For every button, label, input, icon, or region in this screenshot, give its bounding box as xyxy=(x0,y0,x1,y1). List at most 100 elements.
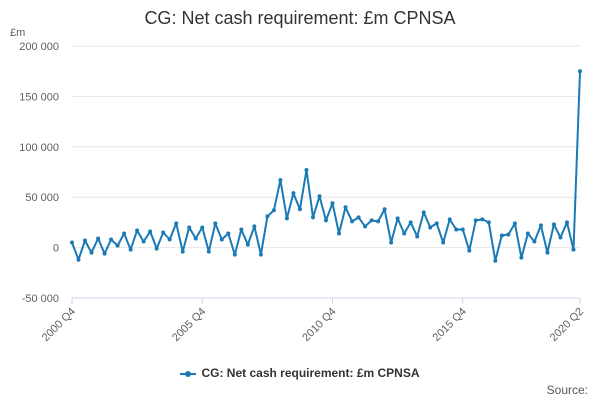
data-point xyxy=(245,242,250,247)
data-point xyxy=(571,247,576,252)
data-point xyxy=(96,236,101,241)
data-point xyxy=(148,229,153,234)
data-point xyxy=(258,252,263,257)
data-point xyxy=(447,217,452,222)
data-point xyxy=(154,246,159,251)
data-point xyxy=(167,237,172,242)
data-point xyxy=(213,221,218,226)
data-point xyxy=(558,235,563,240)
data-point xyxy=(525,231,530,236)
data-point xyxy=(252,224,257,229)
data-point xyxy=(402,231,407,236)
y-axis-unit-label: £m xyxy=(10,27,26,39)
data-point xyxy=(506,232,511,237)
data-point xyxy=(467,248,472,253)
legend-label: CG: Net cash requirement: £m CPNSA xyxy=(201,366,420,380)
data-point xyxy=(109,237,114,242)
data-point xyxy=(141,239,146,244)
data-point xyxy=(480,217,485,222)
data-point xyxy=(76,257,81,262)
x-tick-label: 2020 Q2 xyxy=(548,306,586,344)
data-point xyxy=(486,220,491,225)
y-tick-label: 200 000 xyxy=(19,41,59,53)
data-point xyxy=(232,252,237,257)
data-point xyxy=(304,167,309,172)
data-point xyxy=(376,219,381,224)
y-tick-label: -50 000 xyxy=(22,293,59,305)
data-point xyxy=(135,228,140,233)
x-axis: 2000 Q4 2005 Q4 2010 Q4 2015 Q4 2020 Q2 xyxy=(40,297,586,344)
data-point xyxy=(564,220,569,225)
x-tick-label: 2015 Q4 xyxy=(431,306,469,344)
data-point xyxy=(551,222,556,227)
data-point xyxy=(174,221,179,226)
gridlines xyxy=(72,45,580,299)
legend-line-marker-icon xyxy=(180,370,197,377)
data-point xyxy=(317,194,322,199)
data-point xyxy=(70,240,74,245)
series-group xyxy=(70,69,582,263)
data-point xyxy=(89,250,94,255)
y-tick-label: 0 xyxy=(53,243,59,255)
x-tick-label: 2005 Q4 xyxy=(170,306,208,344)
source-label: Source: xyxy=(546,383,588,397)
y-tick-label: 100 000 xyxy=(19,142,59,154)
data-point xyxy=(297,207,302,212)
data-point xyxy=(200,225,205,230)
data-point xyxy=(128,247,133,252)
data-point xyxy=(350,219,355,224)
data-point xyxy=(356,215,361,220)
data-point xyxy=(493,258,498,263)
data-point xyxy=(363,224,368,229)
data-point xyxy=(239,227,244,232)
data-point xyxy=(102,251,107,256)
data-point xyxy=(278,178,283,183)
x-tick-label: 2000 Q4 xyxy=(40,306,78,344)
data-point xyxy=(219,237,224,242)
data-point xyxy=(187,225,192,230)
data-point xyxy=(115,243,120,248)
data-point xyxy=(161,230,166,235)
data-point xyxy=(265,214,270,219)
data-point xyxy=(408,220,413,225)
data-point xyxy=(193,236,198,241)
data-point xyxy=(83,238,88,243)
data-point xyxy=(460,227,465,232)
data-point xyxy=(382,207,387,212)
y-tick-label: 50 000 xyxy=(25,192,59,204)
chart-title: CG: Net cash requirement: £m CPNSA xyxy=(144,8,456,28)
data-point xyxy=(538,223,543,228)
data-point xyxy=(434,221,439,226)
data-point xyxy=(578,69,582,74)
y-axis-ticks: -50 000 0 50 000 100 000 150 000 200 000 xyxy=(19,41,59,305)
data-point xyxy=(310,215,315,220)
data-point xyxy=(441,240,446,245)
series-line xyxy=(71,71,581,262)
legend-item[interactable]: CG: Net cash requirement: £m CPNSA xyxy=(0,366,600,380)
data-point xyxy=(395,216,400,221)
data-point xyxy=(454,227,459,232)
data-point xyxy=(122,231,127,236)
data-point xyxy=(369,218,374,223)
data-point xyxy=(284,216,289,221)
data-point xyxy=(519,255,524,260)
data-point xyxy=(337,231,342,236)
data-point xyxy=(291,191,296,196)
data-point xyxy=(421,210,426,215)
data-point xyxy=(226,231,231,236)
data-point xyxy=(271,208,276,213)
data-point xyxy=(512,221,517,226)
data-point xyxy=(499,233,504,238)
data-point xyxy=(415,234,420,239)
data-point xyxy=(532,239,537,244)
data-point xyxy=(180,249,185,254)
x-tick-label: 2010 Q4 xyxy=(300,306,338,344)
data-point xyxy=(343,205,348,210)
data-point xyxy=(545,250,550,255)
y-tick-label: 150 000 xyxy=(19,91,59,103)
data-point xyxy=(324,218,328,223)
data-point xyxy=(206,249,211,254)
data-point xyxy=(330,201,335,206)
data-point xyxy=(428,225,433,230)
